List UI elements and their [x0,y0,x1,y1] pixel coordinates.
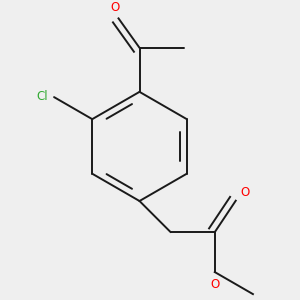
Text: O: O [240,186,249,199]
Text: Cl: Cl [36,90,48,103]
Text: O: O [111,1,120,14]
Text: O: O [210,278,219,291]
